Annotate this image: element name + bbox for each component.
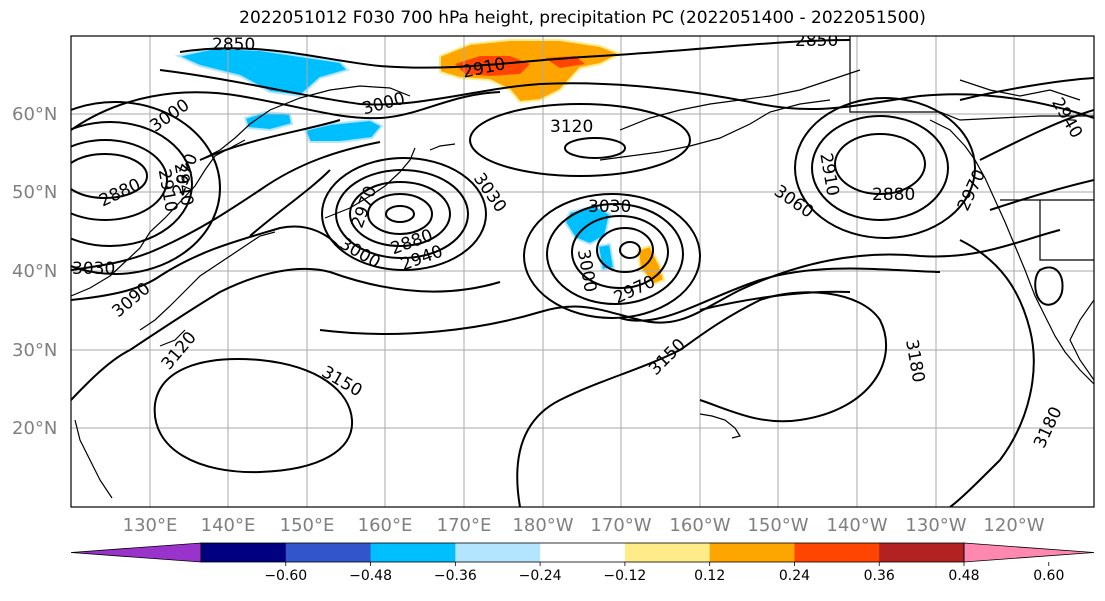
contour-label: 2850 [212,35,255,55]
colorbar-tick-label: −0.60 [264,568,307,584]
lon-label: 130°E [123,515,178,536]
colorbar: −0.60 −0.48 −0.36 −0.24 −0.12 0.12 0.24 0.36 0.4… [70,542,1095,584]
map-frame [70,35,1095,508]
colorbar-box [794,543,880,562]
lon-label: 160°E [358,515,413,536]
contour-label: 3030 [588,197,631,217]
colorbar-tick-label: 0.36 [864,568,895,584]
longitude-labels: 130°E 140°E 150°E 160°E 170°E 180°W 170°… [123,515,1045,536]
colorbar-tick-label: −0.12 [603,568,646,584]
colorbar-tick-label: 0.60 [1033,568,1064,584]
colorbar-box [201,543,287,562]
height-contours [71,39,1094,507]
lon-label: 170°E [437,515,492,536]
colorbar-tick-label: −0.48 [349,568,392,584]
graticule [71,36,1094,507]
lon-label: 130°W [905,515,966,536]
colorbar-box [709,543,795,562]
map-title: 2022051012 F030 700 hPa height, precipit… [239,8,926,28]
colorbar-box [370,543,456,562]
contour-label: 3120 [550,117,593,137]
lat-label: 50°N [12,182,57,203]
lon-label: 180°W [512,515,573,536]
colorbar-tick-label: −0.36 [434,568,477,584]
lon-label: 170°W [590,515,651,536]
contour-label: 2850 [795,31,838,51]
colorbar-box [540,543,626,562]
colorbar-tick-label: 0.48 [948,568,979,584]
colorbar-tick-label: 0.24 [779,568,810,584]
colorbar-box [455,543,541,562]
lat-label: 30°N [12,340,57,361]
lon-label: 120°W [983,515,1044,536]
colorbar-tick-label: 0.12 [694,568,725,584]
colorbar-tick-label: −0.24 [519,568,562,584]
lat-label: 60°N [12,104,57,125]
colorbar-box [879,543,965,562]
lon-label: 140°E [201,515,256,536]
colorbar-outline [200,542,965,563]
contour-label: 3030 [72,259,115,279]
colorbar-box [285,543,372,562]
lat-label: 20°N [12,418,57,439]
colorbar-extend-low [70,542,202,563]
lon-label: 160°W [669,515,730,536]
lat-label: 40°N [12,261,57,282]
lon-label: 150°W [747,515,808,536]
lon-label: 150°E [280,515,335,536]
contour-label: 2880 [872,185,915,205]
latitude-labels: 60°N 50°N 40°N 30°N 20°N [12,104,57,439]
colorbar-extend-high [963,542,1095,563]
colorbar-box [624,543,711,562]
lon-label: 140°W [826,515,887,536]
